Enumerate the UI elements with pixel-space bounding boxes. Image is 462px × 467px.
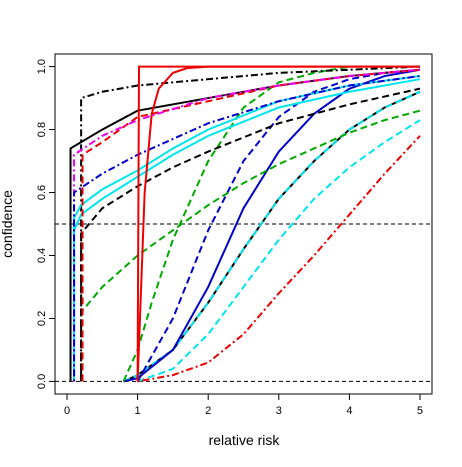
y-tick-label: 0.4 [36,248,48,263]
series-line [123,90,421,383]
series-line [123,90,421,383]
series-line [80,65,421,382]
y-tick-label: 0.0 [36,374,48,389]
series-line [73,75,421,382]
x-tick-label: 3 [276,405,282,417]
series-line [80,87,421,382]
y-tick-label: 1.0 [36,59,48,74]
y-tick-label: 0.8 [36,122,48,137]
series-line [137,119,421,383]
series-line [73,68,421,382]
series-line [136,68,421,382]
series-line [73,78,421,382]
x-tick-label: 0 [64,405,70,417]
x-axis-title: relative risk [209,432,281,448]
series-line [80,109,421,382]
x-tick-label: 2 [205,405,211,417]
x-tick-label: 5 [417,405,423,417]
series-line [122,65,350,382]
series-line [137,135,421,383]
y-tick-label: 0.6 [36,185,48,200]
y-axis-title: confidence [0,190,15,258]
y-tick-label: 0.2 [36,311,48,326]
x-tick-label: 4 [346,405,352,417]
series-line [69,68,421,382]
series-line [73,75,421,382]
series-line [136,65,420,382]
series-line [123,68,421,383]
x-tick-label: 1 [135,405,141,417]
